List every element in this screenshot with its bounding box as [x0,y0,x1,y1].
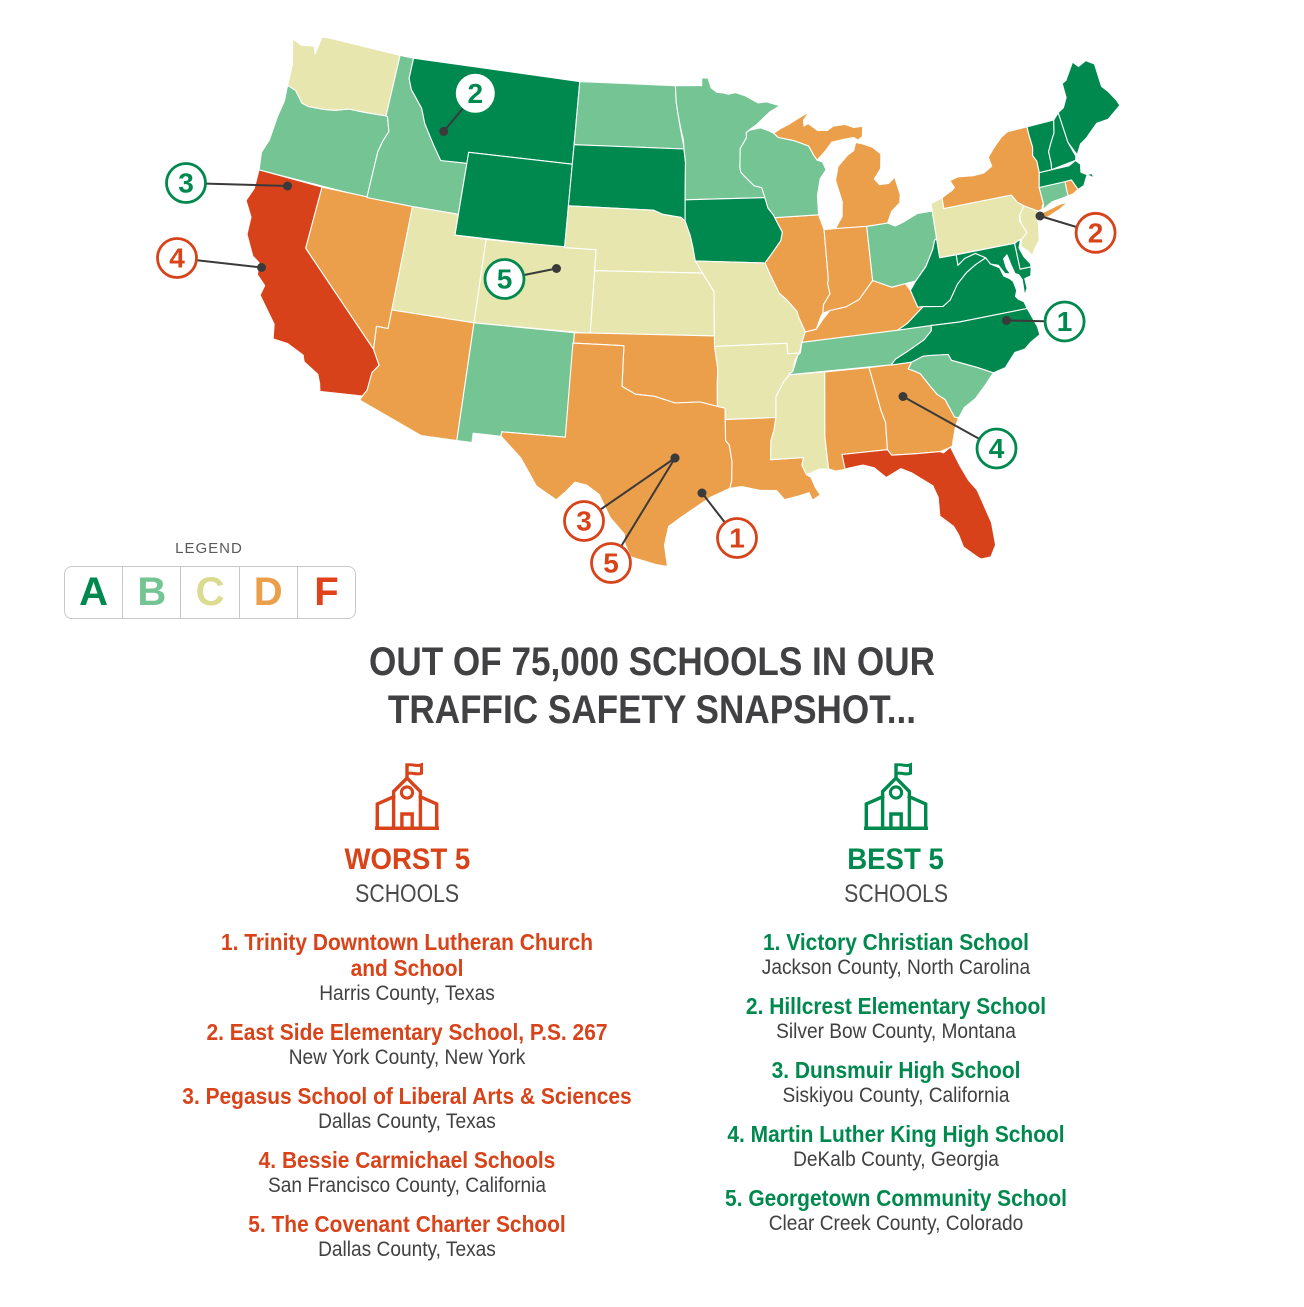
svg-text:4: 4 [989,433,1005,464]
svg-text:3: 3 [178,168,194,199]
svg-text:3: 3 [576,506,592,537]
svg-text:5: 5 [497,264,513,295]
svg-text:2: 2 [468,78,484,109]
svg-text:5: 5 [603,548,619,579]
svg-text:1: 1 [729,523,745,554]
svg-text:1: 1 [1057,306,1073,337]
svg-text:2: 2 [1088,217,1104,248]
svg-text:4: 4 [169,243,185,274]
